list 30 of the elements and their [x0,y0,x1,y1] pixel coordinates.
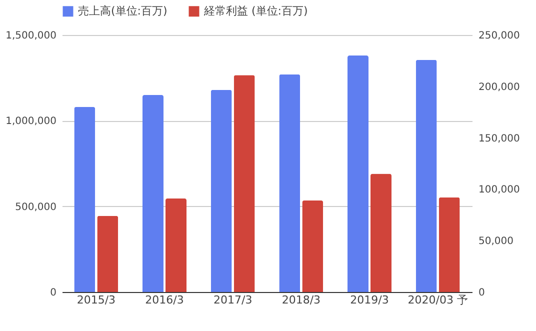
bar [370,174,392,292]
bar [166,198,186,292]
y-tick-label: 0 [50,288,56,298]
y-tick-label: 1,500,000 [6,30,56,42]
x-tick-label: 2017/3 [213,294,252,306]
y2-tick-label: 0 [478,288,485,298]
y2-tick-label: 250,000 [478,30,520,42]
bar [416,60,437,292]
bar [74,106,96,292]
bar [302,200,324,292]
bar [97,216,118,292]
legend-label: 売上高(単位:百万) [78,4,168,18]
bar [234,75,255,292]
bar [210,90,232,292]
y2-tick-label: 50,000 [478,236,514,248]
y2-tick-label: 200,000 [478,82,520,93]
x-tick-label: 2015/3 [76,294,116,306]
y-tick-label: 500,000 [15,202,56,213]
y2-tick-label: 150,000 [478,133,520,144]
y-tick-label: 1,000,000 [6,116,56,128]
x-tick-label: 2020/03 予 [408,294,468,306]
y2-tick-label: 100,000 [478,184,520,196]
x-tick-label: 2018/3 [282,294,321,306]
bar [142,94,164,292]
legend-label: 経常利益 (単位:百万) [203,4,308,18]
bar [279,74,300,292]
x-tick-label: 2016/3 [145,294,184,306]
x-tick-label: 2019/3 [350,294,389,306]
bar [438,197,460,292]
bar [348,56,368,292]
